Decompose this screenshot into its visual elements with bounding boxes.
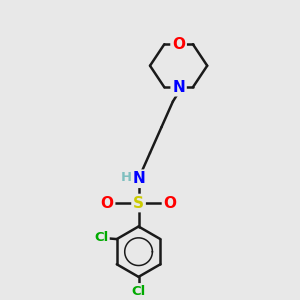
Text: N: N [133, 171, 146, 186]
Text: O: O [172, 37, 185, 52]
Text: H: H [121, 171, 132, 184]
Text: O: O [100, 196, 114, 211]
Text: O: O [164, 196, 176, 211]
Text: N: N [172, 80, 185, 95]
Text: S: S [133, 196, 144, 211]
Text: Cl: Cl [94, 231, 108, 244]
Text: Cl: Cl [131, 285, 146, 298]
